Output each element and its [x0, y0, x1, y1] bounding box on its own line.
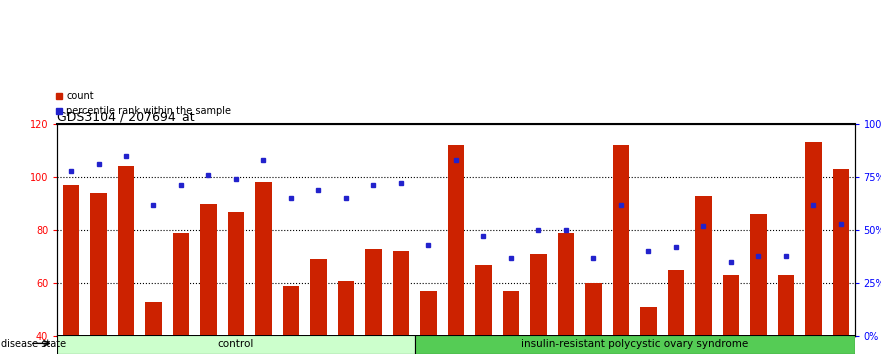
Bar: [90, 193, 107, 336]
Bar: [475, 264, 492, 336]
Bar: [585, 283, 602, 336]
Bar: [63, 185, 79, 336]
Bar: [750, 214, 766, 336]
Bar: [393, 251, 409, 336]
Bar: [118, 166, 134, 336]
Bar: [200, 204, 217, 336]
Bar: [448, 145, 464, 336]
Text: percentile rank within the sample: percentile rank within the sample: [66, 106, 231, 116]
Bar: [778, 275, 794, 336]
Bar: [695, 195, 712, 336]
Bar: [145, 302, 162, 336]
Bar: [366, 249, 381, 336]
Bar: [310, 259, 327, 336]
Bar: [722, 275, 739, 336]
Bar: [337, 280, 354, 336]
Bar: [57, 335, 415, 354]
Text: disease state: disease state: [1, 339, 66, 349]
Bar: [173, 233, 189, 336]
Text: GDS3104 / 207694_at: GDS3104 / 207694_at: [57, 110, 195, 123]
Bar: [227, 211, 244, 336]
Bar: [640, 307, 656, 336]
Bar: [420, 291, 437, 336]
Bar: [530, 254, 546, 336]
Text: count: count: [66, 91, 93, 101]
Bar: [612, 145, 629, 336]
Bar: [558, 233, 574, 336]
Text: insulin-resistant polycystic ovary syndrome: insulin-resistant polycystic ovary syndr…: [521, 339, 748, 349]
Bar: [805, 142, 822, 336]
Bar: [283, 286, 300, 336]
Bar: [668, 270, 685, 336]
Text: control: control: [218, 339, 254, 349]
Bar: [833, 169, 849, 336]
Bar: [415, 335, 855, 354]
Bar: [503, 291, 519, 336]
Bar: [255, 182, 271, 336]
